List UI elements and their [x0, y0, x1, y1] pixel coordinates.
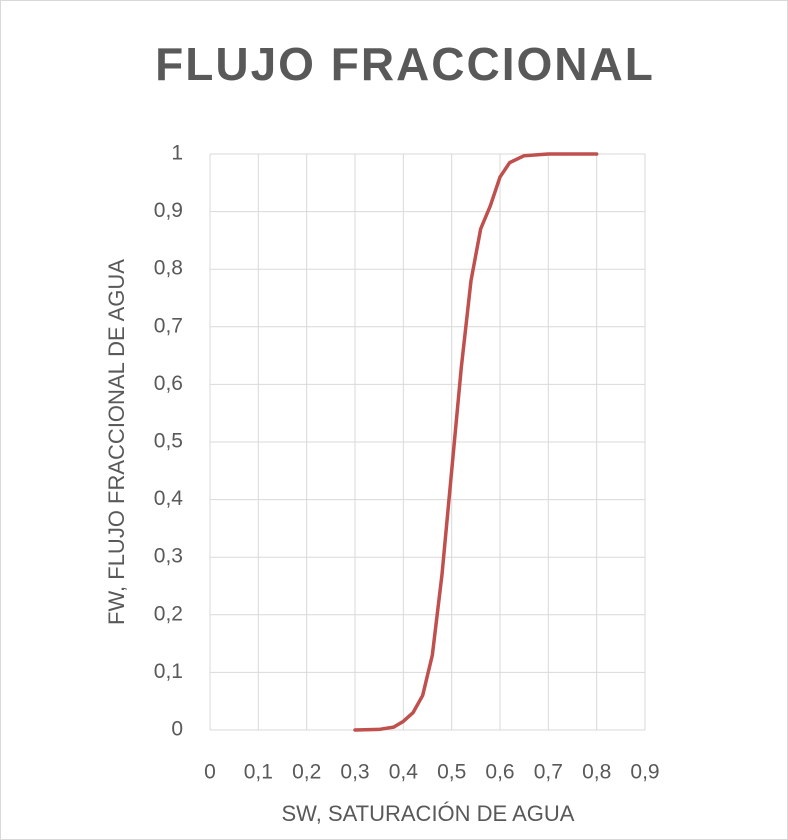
y-tick-label: 0,3: [154, 545, 183, 568]
y-tick-label: 0,9: [154, 199, 183, 222]
data-line: [353, 152, 599, 732]
x-tick-label: 0,5: [437, 761, 466, 784]
x-tick-label: 0,3: [340, 761, 369, 784]
x-tick-label: 0,2: [292, 761, 321, 784]
x-axis-label: SW, SATURACIÓN DE AGUA: [282, 801, 575, 826]
y-tick-label: 0,4: [154, 487, 184, 510]
y-tick-label: 0,7: [154, 314, 183, 337]
x-tick-label: 0,7: [534, 761, 563, 784]
y-tick-label: 0: [171, 718, 183, 741]
y-axis-label: FW, FLUJO FRACCIONAL DE AGUA: [104, 259, 129, 625]
x-tick-label: 0: [204, 761, 216, 784]
x-tick-label: 0,1: [244, 761, 273, 784]
x-tick-label: 0,6: [485, 761, 514, 784]
x-tick-label: 0,8: [582, 761, 611, 784]
y-tick-label: 0,2: [154, 602, 183, 625]
x-tick-label: 0,4: [389, 761, 419, 784]
y-tick-label: 0,6: [154, 372, 183, 395]
y-tick-label: 1: [171, 142, 183, 165]
chart-title: FLUJO FRACCIONAL: [155, 38, 655, 90]
y-tick-label: 0,5: [154, 430, 183, 453]
x-tick-label: 0,9: [630, 761, 659, 784]
y-tick-label: 0,1: [154, 660, 183, 683]
y-tick-label: 0,8: [154, 257, 183, 280]
